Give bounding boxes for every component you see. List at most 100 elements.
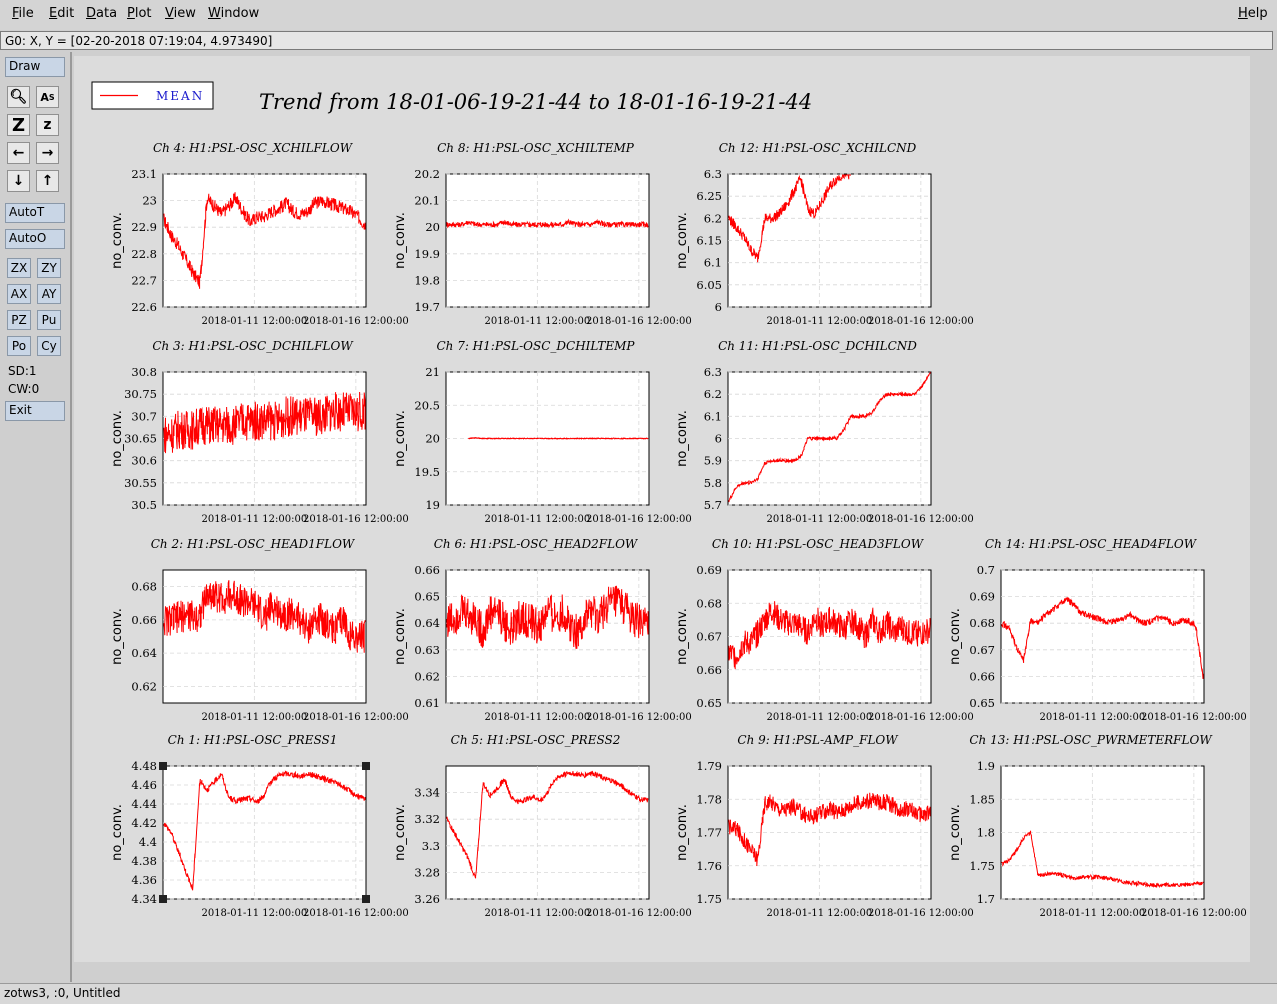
- y-tick-label: 1.75: [696, 892, 722, 906]
- pu-button[interactable]: Pu: [37, 310, 61, 330]
- menu-window[interactable]: Window: [208, 6, 260, 21]
- panel-title: Ch 7: H1:PSL-OSC_DCHILTEMP: [436, 339, 635, 353]
- panel-title: Ch 9: H1:PSL-AMP_FLOW: [737, 733, 899, 747]
- ay-button[interactable]: AY: [37, 284, 61, 304]
- y-tick-label: 4.4: [139, 835, 157, 849]
- y-axis-label: no_conv.: [675, 410, 690, 467]
- po-button[interactable]: Po: [7, 336, 31, 356]
- pz-button[interactable]: PZ: [7, 310, 31, 330]
- y-tick-label: 0.68: [969, 616, 995, 630]
- y-tick-label: 30.55: [124, 476, 157, 490]
- x-tick-label: 2018-01-16 12:00:00: [586, 712, 692, 723]
- menu-file[interactable]: File: [12, 6, 34, 21]
- y-tick-label: 19.7: [414, 300, 440, 314]
- panel-3: 6.3 6.25 6.2 6.15 6.1 6.05 6 Ch 12: H1:PSL-OSC_…: [675, 141, 974, 327]
- panel-title: Ch 5: H1:PSL-OSC_PRESS2: [451, 733, 621, 747]
- y-tick-label: 3.26: [414, 892, 440, 906]
- zx-button[interactable]: ZX: [7, 258, 31, 278]
- menu-bar: File Edit Data Plot View Window Help: [0, 0, 1277, 30]
- menu-plot[interactable]: Plot: [127, 6, 152, 21]
- y-tick-label: 19.9: [414, 247, 440, 261]
- autot-button[interactable]: AutoT: [5, 203, 65, 223]
- y-tick-label: 0.62: [131, 679, 157, 693]
- panel-9: 0.69 0.68 0.67 0.66 0.65 Ch 10: H1:PSL-OSC_HE…: [675, 537, 974, 723]
- x-tick-label: 2018-01-11 12:00:00: [766, 908, 872, 919]
- pan-up-icon[interactable]: ↑: [36, 170, 59, 192]
- panel-8: 0.66 0.65 0.64 0.63 0.62 0.61 Ch 6: H1:PSL-OSC…: [393, 537, 692, 723]
- y-tick-label: 4.42: [131, 816, 157, 830]
- y-tick-label: 5.8: [704, 476, 722, 490]
- menu-view[interactable]: View: [165, 6, 196, 21]
- y-axis-label: no_conv.: [948, 608, 963, 665]
- y-tick-label: 1.76: [696, 859, 722, 873]
- footer-status: zotws3, :0, Untitled: [0, 983, 1277, 1004]
- selection-handle: [159, 895, 167, 903]
- y-tick-label: 0.64: [414, 616, 440, 630]
- y-tick-label: 3.34: [414, 786, 440, 800]
- y-axis-label: no_conv.: [393, 212, 408, 269]
- cursor-readout: G0: X, Y = [02-20-2018 07:19:04, 4.97349…: [0, 31, 1273, 50]
- x-tick-label: 2018-01-16 12:00:00: [868, 712, 974, 723]
- y-tick-label: 4.38: [131, 854, 157, 868]
- zoom-out-icon[interactable]: z: [36, 114, 59, 136]
- draw-button[interactable]: Draw: [5, 57, 65, 77]
- x-tick-label: 2018-01-16 12:00:00: [303, 908, 409, 919]
- right-gutter: [1254, 52, 1273, 982]
- mean-trace: [728, 792, 931, 867]
- pan-down-icon[interactable]: ↓: [7, 170, 30, 192]
- autoo-button[interactable]: AutoO: [5, 229, 65, 249]
- panel-title: Ch 1: H1:PSL-OSC_PRESS1: [168, 733, 338, 747]
- y-tick-label: 0.7: [977, 563, 995, 577]
- y-tick-label: 30.65: [124, 432, 157, 446]
- plot-area[interactable]: MEAN Trend from 18-01-06-19-21-44 to 18-…: [74, 56, 1250, 962]
- y-tick-label: 30.8: [131, 365, 157, 379]
- panel-title: Ch 13: H1:PSL-OSC_PWRMETERFLOW: [969, 733, 1213, 747]
- x-tick-label: 2018-01-16 12:00:00: [586, 908, 692, 919]
- x-tick-label: 2018-01-11 12:00:00: [201, 514, 307, 525]
- y-axis-label: no_conv.: [675, 804, 690, 861]
- y-tick-label: 0.66: [696, 663, 722, 677]
- y-tick-label: 1.85: [969, 792, 995, 806]
- y-axis-label: no_conv.: [110, 410, 125, 467]
- y-tick-label: 0.66: [131, 613, 157, 627]
- ax-button[interactable]: AX: [7, 284, 31, 304]
- trend-chart[interactable]: MEAN Trend from 18-01-06-19-21-44 to 18-…: [74, 56, 1250, 962]
- zy-button[interactable]: ZY: [37, 258, 61, 278]
- pan-left-icon[interactable]: ←: [7, 142, 30, 164]
- y-tick-label: 30.6: [131, 454, 157, 468]
- y-tick-label: 4.36: [131, 873, 157, 887]
- cy-button[interactable]: Cy: [37, 336, 61, 356]
- y-tick-label: 0.65: [969, 696, 995, 710]
- panel-11: 4.48 4.46 4.44 4.42 4.4 4.38 4.36 4.34 Ch 1: H1:…: [110, 733, 409, 919]
- y-tick-label: 3.28: [414, 865, 440, 879]
- panel-13: 1.79 1.78 1.77 1.76 1.75 Ch 9: H1:PSL-AMP_FLO…: [675, 733, 974, 919]
- y-tick-label: 0.69: [969, 590, 995, 604]
- panel-5: 21 20.5 20 19.5 19 Ch 7: H1:PSL-OSC_DCHILTEMP…: [393, 339, 692, 525]
- mean-trace: [728, 371, 931, 503]
- panel-14: 1.9 1.85 1.8 1.75 1.7 Ch 13: H1:PSL-OSC_PWRME…: [948, 733, 1247, 919]
- panel-title: Ch 3: H1:PSL-OSC_DCHILFLOW: [152, 339, 354, 353]
- pan-right-icon[interactable]: →: [36, 142, 59, 164]
- y-tick-label: 0.63: [414, 643, 440, 657]
- menu-help[interactable]: Help: [1238, 6, 1268, 21]
- x-tick-label: 2018-01-16 12:00:00: [868, 908, 974, 919]
- mean-trace: [728, 174, 851, 263]
- mean-trace: [446, 585, 649, 649]
- x-tick-label: 2018-01-16 12:00:00: [868, 514, 974, 525]
- panel-title: Ch 10: H1:PSL-OSC_HEAD3FLOW: [712, 537, 925, 551]
- y-tick-label: 0.68: [131, 580, 157, 594]
- y-tick-label: 20.5: [414, 398, 440, 412]
- y-tick-label: 4.44: [131, 797, 157, 811]
- zoom-tool-icon[interactable]: 🔍︎: [7, 86, 30, 108]
- zoom-in-icon[interactable]: Z: [7, 114, 30, 136]
- exit-button[interactable]: Exit: [5, 401, 65, 421]
- selection-handle: [159, 762, 167, 770]
- menu-edit[interactable]: Edit: [49, 6, 75, 21]
- panel-6: 6.3 6.2 6.1 6 5.9 5.8 5.7 Ch 11: H1:PSL-OSC_DCH…: [675, 339, 974, 525]
- y-tick-label: 20: [425, 432, 440, 446]
- panel-title: Ch 6: H1:PSL-OSC_HEAD2FLOW: [434, 537, 639, 551]
- y-tick-label: 1.75: [969, 859, 995, 873]
- y-tick-label: 22.9: [131, 220, 157, 234]
- menu-data[interactable]: Data: [86, 6, 118, 21]
